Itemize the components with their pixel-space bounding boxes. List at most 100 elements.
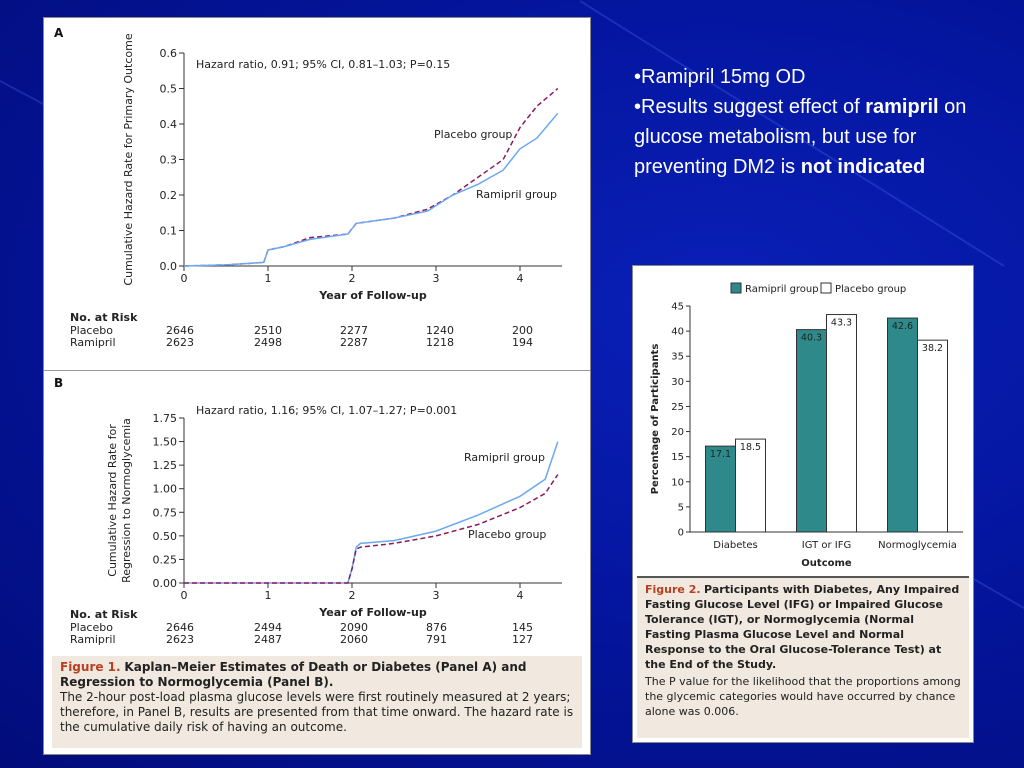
bullet-2-rest: on glucose metabolism, but use for preve… [634, 96, 967, 178]
placebo-series-label: Placebo group [434, 128, 512, 141]
bar [796, 329, 827, 533]
bullet-2-bold: ramipril [865, 96, 939, 118]
placebo-series [184, 474, 559, 584]
panel-b-risk-value: 876 [426, 621, 447, 634]
x-tick-label: 0 [181, 272, 188, 285]
bullet-1: •Ramipril 15mg OD [634, 66, 806, 88]
panel-b-risk-value: 2090 [340, 621, 368, 634]
bullet-2: •Results suggest effect of ramipril on g… [634, 92, 1014, 182]
x-tick-label: 4 [517, 272, 524, 285]
x-tick-label: 1 [265, 589, 272, 602]
figure-1-caption: Figure 1. Kaplan–Meier Estimates of Deat… [52, 656, 582, 748]
y-tick-label: 30 [671, 377, 684, 388]
figure-2-title: Participants with Diabetes, Any Impaired… [645, 583, 960, 671]
panel-b-risk-group-name: Ramipril [70, 633, 116, 646]
y-tick-label: 10 [671, 477, 684, 488]
y-axis-title: Cumulative Hazard Rate for [106, 424, 119, 577]
y-tick-label: 0.1 [160, 225, 178, 238]
y-tick-label: 0.0 [160, 260, 178, 273]
panel-a-risk-value: 2623 [166, 336, 194, 349]
bar [887, 317, 918, 533]
x-axis-title: Year of Follow-up [318, 606, 427, 618]
ramipril-series [183, 112, 559, 267]
panel-a-risk-value: 2277 [340, 324, 368, 337]
y-tick-label: 0.6 [160, 47, 178, 60]
panel-b-hazard-ratio: Hazard ratio, 1.16; 95% CI, 1.07–1.27; P… [196, 404, 458, 417]
panel-b-risk-title: No. at Risk [70, 608, 138, 621]
bar [705, 445, 736, 533]
panel-a-risk-group-name: Ramipril [70, 336, 116, 349]
category-label: IGT or IFG [802, 540, 852, 551]
y-tick-label: 1.75 [153, 412, 178, 425]
figure-1-number: Figure 1. [60, 660, 121, 674]
x-axis-title: Year of Follow-up [318, 289, 427, 302]
panel-a-risk-value: 2510 [254, 324, 282, 337]
bullet-2-bold-end: not indicated [800, 156, 926, 178]
y-tick-label: 1.25 [153, 459, 178, 472]
panel-b-risk-value: 127 [512, 633, 533, 646]
bar [735, 438, 766, 533]
placebo-series-label: Placebo group [468, 528, 546, 541]
figure-2-caption: Figure 2. Participants with Diabetes, An… [637, 576, 969, 738]
bar [917, 339, 948, 533]
x-tick-label: 4 [517, 589, 524, 602]
y-tick-label: 0.00 [153, 577, 178, 590]
bar-value-label: 42.6 [892, 321, 913, 332]
category-label: Normoglycemia [878, 540, 957, 551]
y-tick-label: 0.5 [160, 83, 178, 96]
y-tick-label: 45 [671, 302, 684, 313]
y-tick-label: 0.3 [160, 154, 178, 167]
y-tick-label: 0 [678, 528, 684, 539]
x-tick-label: 2 [349, 272, 356, 285]
panel-b-risk-group-name: Placebo [70, 621, 113, 634]
panel-a-risk-group-name: Placebo [70, 324, 113, 337]
y-tick-label: 1.50 [153, 436, 178, 449]
y-tick-label: 0.50 [153, 530, 178, 543]
figure-2-body: The P value for the likelihood that the … [645, 675, 961, 718]
panel-a-risk-value: 194 [512, 336, 533, 349]
x-tick-label: 3 [433, 272, 440, 285]
y-axis-title: Regression to Normoglycemia [120, 418, 133, 583]
x-tick-label: 1 [265, 272, 272, 285]
y-tick-label: 40 [671, 327, 684, 338]
y-tick-label: 0.4 [160, 118, 178, 131]
panel-a-risk-value: 200 [512, 324, 533, 337]
figure-1-title: Kaplan–Meier Estimates of Death or Diabe… [60, 660, 527, 689]
panel-a-label: A [54, 26, 64, 40]
ramipril-series-label: Ramipril group [464, 451, 545, 464]
figure-2-number: Figure 2. [645, 583, 701, 596]
slide-bullets: •Ramipril 15mg OD •Results suggest effec… [634, 62, 1014, 182]
figure-1: A Hazard ratio, 0.91; 95% CI, 0.81–1.03;… [43, 17, 591, 755]
panel-b-risk-value: 2494 [254, 621, 282, 634]
panel-b-chart: 0.00 0.25 0.50 0.75 1.00 1.25 1.50 1.75 0 1 2 3 4 Yea… [106, 412, 562, 618]
x-tick-label: 3 [433, 589, 440, 602]
panel-b-risk-value: 145 [512, 621, 533, 634]
panel-b-risk-value: 2487 [254, 633, 282, 646]
legend-label: Ramipril group [745, 284, 819, 295]
panel-a-risk-value: 1240 [426, 324, 454, 337]
category-label: Diabetes [713, 540, 757, 551]
legend-swatch [820, 282, 832, 294]
x-axis-title: Outcome [801, 558, 852, 569]
y-tick-label: 20 [671, 427, 684, 438]
bar [826, 314, 857, 533]
y-tick-label: 25 [671, 402, 684, 413]
y-tick-label: 0.75 [153, 506, 178, 519]
bar-chart: Ramipril group Placebo group 0 5 10 15 20 25 30 3… [650, 282, 963, 569]
bar-value-label: 18.5 [740, 442, 761, 453]
panel-b-risk-value: 791 [426, 633, 447, 646]
panel-b-risk-value: 2623 [166, 633, 194, 646]
figure-1-body: The 2-hour post-load plasma glucose leve… [60, 690, 574, 734]
y-axis-title: Cumulative Hazard Rate for Primary Outco… [122, 33, 135, 285]
panel-b-risk-value: 2646 [166, 621, 194, 634]
legend-swatch [730, 282, 742, 294]
y-axis-title: Percentage of Participants [650, 344, 661, 495]
panel-a-risk-value: 2287 [340, 336, 368, 349]
y-tick-label: 5 [678, 502, 684, 513]
panel-b-label: B [54, 376, 64, 390]
bar-value-label: 40.3 [801, 333, 822, 344]
y-tick-label: 35 [671, 352, 684, 363]
figure-2: Ramipril group Placebo group 0 5 10 15 20 25 30 3… [632, 265, 974, 743]
x-tick-label: 2 [349, 589, 356, 602]
x-tick-label: 0 [181, 589, 188, 602]
